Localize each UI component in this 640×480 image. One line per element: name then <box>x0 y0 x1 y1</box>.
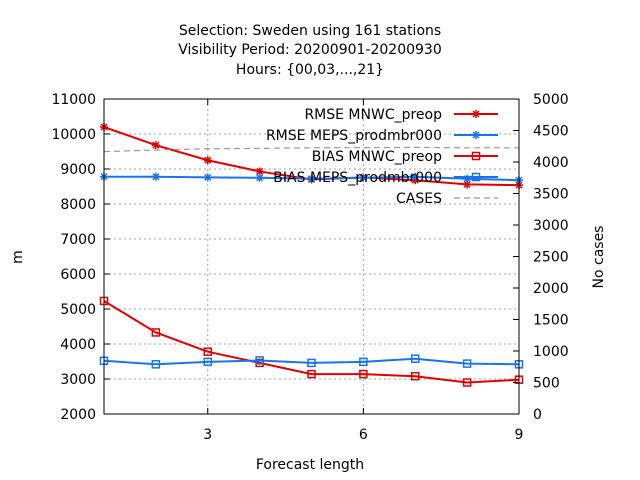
y2-axis-label: No cases <box>591 226 607 289</box>
title-line-3: Hours: {00,03,...,21} <box>236 62 384 78</box>
y2-tick-label: 3000 <box>533 218 569 234</box>
axes: 3 6 92000300040005000600070008000900010000… <box>51 92 568 443</box>
legend-marker-1 <box>472 110 480 118</box>
y2-tick-label: 2500 <box>533 250 569 266</box>
marker-stroke <box>411 173 419 181</box>
y-tick-label: 2000 <box>60 407 96 423</box>
x-tick-label: 3 <box>203 427 212 443</box>
series-4-point <box>359 357 368 367</box>
series-4-point <box>411 354 420 363</box>
x-axis-label: Forecast length <box>256 457 364 473</box>
y2-tick-label: 5000 <box>533 92 569 108</box>
legend-label-3: BIAS MNWC_preop <box>312 149 442 165</box>
title-line-2: Visibility Period: 20200901-20200930 <box>178 42 442 58</box>
marker-stroke <box>472 110 480 118</box>
series-3-point <box>307 369 316 379</box>
series-4-point <box>462 359 472 368</box>
y-tick-label: 10000 <box>51 127 96 143</box>
series-3-point <box>359 369 368 379</box>
y-tick-label: 6000 <box>60 267 96 283</box>
y2-tick-label: 500 <box>533 376 560 392</box>
legend: RMSE MNWC_preop RMSE MEPS_prodmbr000 BIAS … <box>266 107 498 207</box>
x-tick-label: 6 <box>359 427 368 443</box>
series-line-5 <box>103 146 519 153</box>
title-line-1: Selection: Sweden using 161 stations <box>179 23 441 39</box>
grid <box>104 99 519 414</box>
y2-tick-label: 0 <box>533 407 542 423</box>
y-tick-label: 9000 <box>60 162 96 178</box>
marker-stroke <box>472 131 480 139</box>
y-tick-label: 7000 <box>60 232 96 248</box>
marker-stroke <box>152 173 160 181</box>
series-1-point <box>151 141 160 150</box>
series-3-point <box>151 328 161 337</box>
series-4-point <box>255 356 264 365</box>
series-3-point <box>462 378 472 387</box>
y-axis-label: m <box>10 250 26 264</box>
x-tick-label: 9 <box>515 427 524 443</box>
series-line-4 <box>103 357 520 366</box>
y-tick-label: 11000 <box>51 92 96 108</box>
y2-tick-label: 2000 <box>533 281 569 297</box>
legend-marker-2 <box>472 131 480 139</box>
legend-marker-4 <box>471 172 481 182</box>
y2-tick-label: 1500 <box>533 313 569 329</box>
marker-stroke <box>256 174 264 182</box>
series-2-point <box>255 173 264 182</box>
marker-stroke <box>204 173 212 181</box>
marker-stroke <box>463 180 471 188</box>
series-1-point <box>203 156 212 165</box>
series-2-point <box>203 173 212 182</box>
series-4-point <box>151 360 161 369</box>
series-2-point <box>411 172 420 181</box>
legend-label-2: RMSE MEPS_prodmbr000 <box>266 128 442 144</box>
marker-stroke <box>307 175 316 183</box>
y2-tick-label: 1000 <box>533 344 569 360</box>
chart-title: Selection: Sweden using 161 stations Vis… <box>178 23 442 78</box>
marker-stroke <box>359 174 367 182</box>
y-tick-label: 4000 <box>60 337 96 353</box>
y2-tick-label: 3500 <box>533 187 569 203</box>
series-2-point <box>307 174 316 183</box>
series-line-3 <box>103 300 520 384</box>
legend-label-4: BIAS MEPS_prodmbr000 <box>273 170 442 186</box>
series-2-point <box>359 173 368 182</box>
marker-stroke <box>256 167 264 175</box>
marker-stroke <box>152 141 160 149</box>
series-4-point <box>203 357 212 367</box>
y-tick-label: 5000 <box>60 302 96 318</box>
y2-tick-label: 4500 <box>533 124 569 140</box>
legend-label-5: CASES <box>396 191 442 207</box>
y-tick-label: 3000 <box>60 372 96 388</box>
marker-stroke <box>204 156 212 164</box>
legend-marker-3 <box>471 151 481 161</box>
series-4-point <box>307 358 316 368</box>
y2-tick-label: 4000 <box>533 155 569 171</box>
legend-label-1: RMSE MNWC_preop <box>304 107 442 123</box>
series-3-point <box>203 347 212 356</box>
series-3-point <box>411 371 420 381</box>
y-tick-label: 8000 <box>60 197 96 213</box>
series-2-point <box>151 172 160 181</box>
